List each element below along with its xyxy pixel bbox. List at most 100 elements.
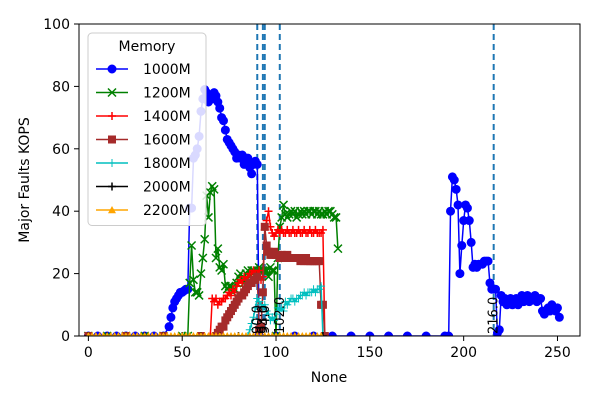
point-2200M-49 [270, 332, 275, 336]
point-2200M-5 [104, 332, 110, 336]
point-2200M-37 [225, 332, 230, 336]
legend-label-1000M: 1000M [143, 62, 191, 78]
point-1200M-14 [198, 253, 208, 263]
point-1200M-86 [333, 244, 343, 254]
y-tick-label-4: 80 [52, 79, 70, 95]
point-1000M-126 [552, 303, 562, 313]
point-2200M-57 [300, 332, 305, 336]
y-tick-label-0: 0 [61, 329, 70, 345]
point-2200M-1 [89, 332, 95, 336]
point-1000M-38 [218, 116, 228, 126]
point-1000M-93 [491, 284, 501, 294]
legend-label-1400M: 1400M [143, 109, 191, 125]
point-2200M-27 [187, 332, 192, 336]
point-2200M-30 [198, 332, 204, 336]
point-1000M-75 [457, 241, 467, 251]
point-2200M-55 [292, 332, 298, 336]
point-2200M-36 [221, 332, 226, 336]
point-1800M-19 [270, 316, 279, 325]
point-2200M-46 [258, 332, 264, 336]
point-2200M-0 [86, 332, 91, 336]
point-2200M-54 [288, 332, 294, 336]
point-1600M-8 [219, 322, 228, 331]
point-2200M-53 [285, 332, 290, 336]
y-tick-label-1: 20 [52, 267, 70, 283]
point-2200M-39 [232, 332, 237, 336]
point-1000M-71 [449, 175, 459, 185]
vline-label-0: 90.0 [250, 305, 265, 334]
vline-label-1: 93.0 [256, 305, 271, 334]
point-1000M-51 [243, 153, 253, 163]
point-2200M-21 [164, 332, 170, 336]
series-line-1600M [88, 226, 326, 336]
point-2200M-14 [138, 332, 144, 336]
point-1200M-9 [188, 275, 198, 285]
point-1200M-24 [217, 265, 227, 276]
point-1000M-10 [166, 312, 176, 322]
legend-label-1600M: 1600M [143, 133, 191, 149]
point-1800M-5 [243, 332, 252, 336]
point-2200M-50 [273, 332, 279, 336]
point-2200M-52 [281, 332, 286, 336]
point-1000M-56 [252, 159, 262, 169]
point-1200M-85 [331, 212, 341, 222]
point-1600M-30 [260, 222, 269, 231]
point-2200M-34 [213, 332, 219, 336]
point-2200M-18 [153, 332, 159, 336]
point-1200M-6 [183, 331, 193, 336]
legend-label-1200M: 1200M [143, 86, 191, 102]
point-2200M-19 [157, 332, 162, 336]
legend-title: Memory [119, 39, 176, 55]
point-1200M-53 [271, 331, 281, 336]
point-2200M-33 [210, 332, 215, 336]
point-2200M-62 [318, 332, 324, 336]
y-tick-label-2: 40 [52, 204, 70, 220]
point-1000M-69 [446, 206, 456, 216]
legend: Memory 1000M 1200M 1400M 1600M 1800M 2000M 2200… [87, 32, 207, 226]
point-1000M-68 [444, 331, 454, 336]
point-1000M-117 [536, 294, 546, 304]
point-2200M-3 [97, 332, 102, 336]
legend-marker-1000M [107, 64, 117, 74]
point-1600M-59 [315, 257, 324, 266]
x-tick-label-0: 0 [84, 345, 93, 361]
x-tick-label-4: 200 [450, 345, 477, 361]
point-2200M-60 [311, 332, 316, 336]
legend-label-1800M: 1800M [143, 156, 191, 172]
series-2200M [86, 332, 324, 336]
point-1200M-52 [269, 265, 279, 276]
point-1200M-21 [211, 253, 221, 263]
point-2200M-41 [240, 332, 245, 336]
series-1800M [84, 282, 327, 336]
point-1000M-127 [554, 312, 564, 322]
point-2200M-35 [217, 332, 222, 336]
point-1200M-1 [102, 331, 112, 336]
point-1000M-63 [365, 331, 375, 336]
point-2200M-20 [161, 332, 166, 336]
point-1800M-24 [279, 307, 288, 316]
point-2200M-44 [251, 332, 256, 336]
point-1000M-9 [164, 322, 174, 332]
point-2200M-23 [172, 332, 177, 336]
y-axis-label: Major Faults KOPS [17, 117, 33, 243]
point-1200M-47 [260, 265, 270, 276]
point-1200M-13 [196, 269, 206, 279]
point-2200M-28 [191, 332, 196, 336]
point-1200M-22 [213, 244, 223, 254]
point-1600M-62 [320, 332, 329, 336]
point-1000M-62 [346, 331, 356, 336]
vline-label-4: 216.0 [487, 297, 502, 334]
point-1000M-64 [384, 331, 394, 336]
point-1200M-12 [194, 290, 204, 300]
point-1000M-79 [464, 216, 474, 226]
point-2200M-25 [179, 332, 185, 336]
legend-label-2000M: 2000M [143, 180, 191, 196]
point-1200M-3 [140, 331, 150, 336]
point-1000M-73 [453, 200, 463, 210]
point-1200M-84 [329, 212, 339, 222]
point-2200M-24 [176, 332, 181, 336]
point-1600M-26 [253, 272, 262, 281]
point-1000M-53 [247, 169, 257, 179]
point-2000M-13 [318, 332, 327, 336]
